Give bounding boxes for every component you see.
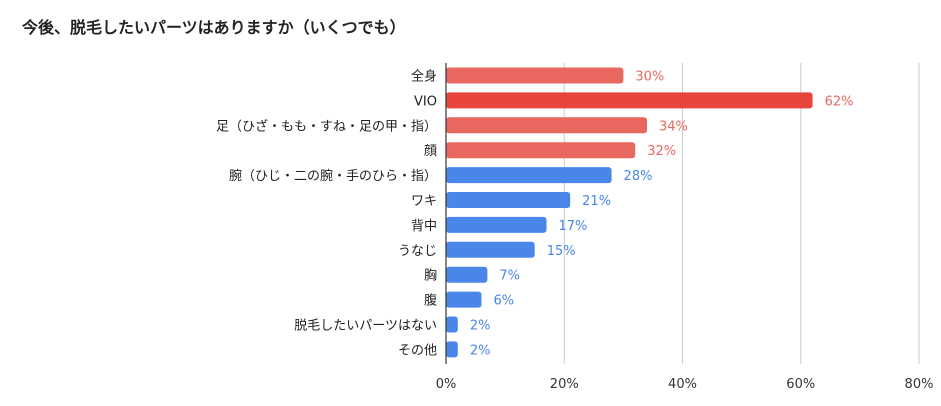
bar [446,291,482,308]
category-label: 胸 [424,269,437,284]
bar [446,92,813,109]
data-label: 15% [547,244,576,259]
bar [446,117,648,134]
category-label: 全身 [411,69,437,85]
data-label: 6% [493,294,514,309]
category-label: VIO [414,94,437,109]
data-label: 17% [559,219,588,234]
data-label: 28% [624,169,653,184]
x-tick-label: 40% [668,377,697,392]
bar [446,216,547,233]
data-label: 2% [470,319,491,334]
category-label: その他 [398,343,437,358]
bar [446,241,535,258]
category-label: ワキ [411,194,437,209]
bar [446,341,458,358]
category-label: うなじ [398,244,437,259]
category-label: 腕（ひじ・二の腕・手のひら・指） [229,168,437,184]
x-tick-label: 80% [905,377,934,392]
bar [446,142,636,159]
bar [446,167,612,184]
data-label: 62% [825,94,854,109]
data-label: 30% [635,70,664,85]
data-label: 34% [659,119,688,134]
x-tick-label: 60% [786,377,815,392]
bar [446,192,571,208]
category-label: 腹 [424,293,437,309]
x-tick-label: 0% [436,377,457,392]
bar [446,67,624,84]
category-label: 背中 [411,219,437,234]
data-label: 2% [470,343,491,358]
data-label: 32% [647,144,676,159]
category-label: 脱毛したいパーツはない [294,319,437,334]
bar [446,316,458,333]
x-tick-label: 20% [550,377,579,392]
data-label: 7% [499,269,520,284]
data-label: 21% [582,194,611,209]
bar [446,266,488,283]
chart-title: 今後、脱毛したいパーツはありますか（いくつでも） [22,18,406,37]
category-label: 足（ひざ・もも・すね・足の甲・指） [216,118,437,134]
category-label: 顔 [424,144,437,159]
